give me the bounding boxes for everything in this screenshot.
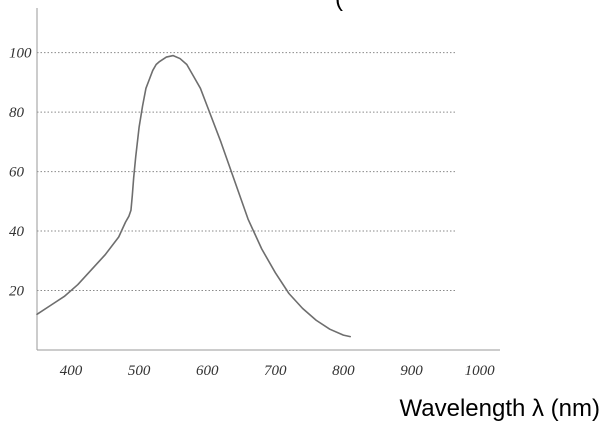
x-tick-label: 900 xyxy=(400,363,423,379)
y-tick-label: 60 xyxy=(9,165,25,181)
y-tick-label: 40 xyxy=(9,224,25,240)
y-tick-label: 100 xyxy=(9,46,32,62)
x-tick-label: 400 xyxy=(60,363,83,379)
x-tick-label: 700 xyxy=(264,363,287,379)
x-tick-label: 1000 xyxy=(465,363,496,379)
gridlines xyxy=(37,52,456,292)
x-tick-label: 500 xyxy=(128,363,151,379)
chart-title-fragment: ( xyxy=(335,0,343,12)
x-axis-label: Wavelength λ (nm) xyxy=(399,395,600,422)
y-tick-labels: 20 40 60 80 100 xyxy=(9,46,32,300)
x-tick-labels: 400 500 600 700 800 900 1000 xyxy=(60,363,495,379)
x-tick-label: 800 xyxy=(332,363,355,379)
y-tick-label: 80 xyxy=(9,105,25,121)
axes xyxy=(36,8,500,351)
y-tick-label: 20 xyxy=(9,284,25,300)
series-line-0 xyxy=(36,54,352,338)
series-group xyxy=(36,54,352,338)
x-tick-label: 600 xyxy=(196,363,219,379)
